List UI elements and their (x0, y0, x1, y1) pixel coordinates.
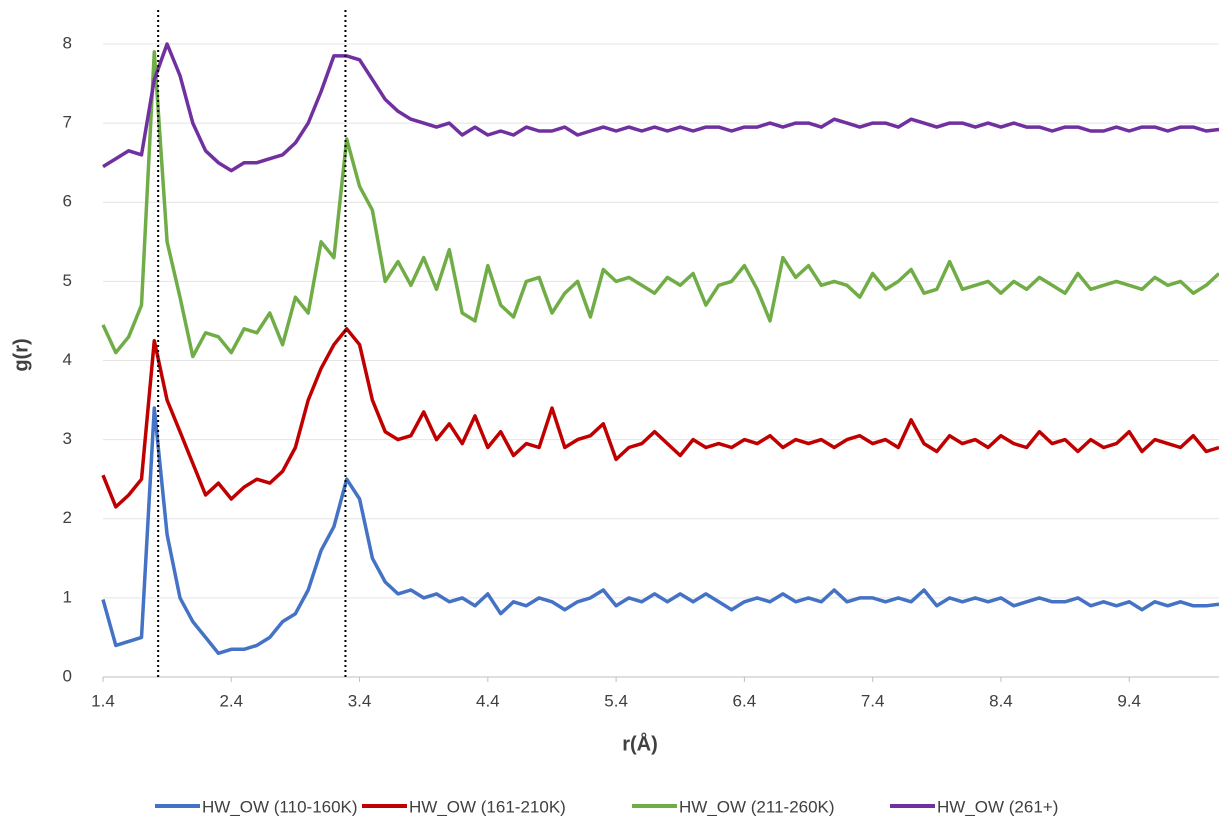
x-tick-label: 8.4 (989, 691, 1013, 710)
series-line (101, 50, 1219, 359)
y-tick-label: 1 (63, 587, 72, 606)
series-line (101, 327, 1219, 509)
series-line (102, 42, 1219, 173)
x-tick-label: 1.4 (91, 691, 115, 710)
x-tick-label: 2.4 (219, 691, 243, 710)
x-tick-label: 7.4 (861, 691, 885, 710)
x-tick-label: 4.4 (476, 691, 500, 710)
legend-label: HW_OW (211-260K) (679, 797, 835, 816)
legend-label: HW_OW (261+) (937, 797, 1058, 816)
x-tick-label: 9.4 (1117, 691, 1141, 710)
series-line (101, 406, 1219, 656)
y-tick-label: 4 (63, 350, 72, 369)
y-tick-label: 3 (63, 429, 72, 448)
x-tick-label: 5.4 (604, 691, 628, 710)
y-tick-label: 0 (63, 666, 72, 685)
y-tick-label: 8 (63, 33, 72, 52)
y-tick-label: 6 (63, 192, 72, 211)
y-tick-label: 7 (63, 113, 72, 132)
x-axis-label: r(Å) (622, 731, 658, 755)
y-tick-label: 2 (63, 508, 72, 527)
legend-label: HW_OW (161-210K) (409, 797, 566, 816)
y-tick-label: 5 (63, 271, 72, 290)
x-tick-label: 3.4 (348, 691, 372, 710)
x-tick-label: 6.4 (733, 691, 757, 710)
legend-label: HW_OW (110-160K) (202, 797, 358, 816)
y-axis-label: g(r) (10, 338, 32, 371)
